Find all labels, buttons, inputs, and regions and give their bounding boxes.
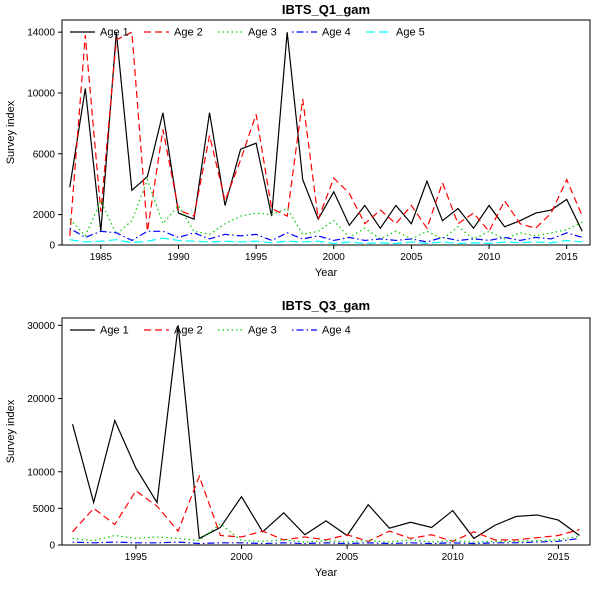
plot-border [61, 19, 591, 246]
x-tick-label: 1995 [125, 552, 148, 563]
y-tick-label: 20000 [27, 394, 55, 405]
legend-label-age-4: Age 4 [322, 325, 351, 337]
legend-label-age-5: Age 5 [396, 27, 425, 39]
chart-title-q3: IBTS_Q3_gam [281, 298, 371, 313]
y-axis-label: Survey index [5, 399, 17, 463]
series-age-3 [72, 522, 580, 543]
x-axis-label: Year [315, 567, 338, 579]
legend-label-age-3: Age 3 [248, 325, 277, 337]
series-age-5 [69, 237, 583, 245]
legend-label-age-2: Age 2 [174, 27, 203, 39]
x-tick-label: 2000 [230, 552, 253, 563]
series-age-1 [71, 325, 580, 540]
x-tick-label: 2000 [323, 252, 346, 263]
series-age-2 [69, 31, 583, 236]
y-tick-label: 2000 [33, 210, 56, 221]
x-tick-label: 1995 [245, 252, 268, 263]
chart-ibts-q1: IBTS_Q1_gam 1985 1990 1995 2000 2005 2010 2015… [0, 0, 600, 292]
x-tick-label: 2015 [556, 252, 579, 263]
legend-label-age-3: Age 3 [248, 27, 277, 39]
x-tick-label: 1985 [90, 252, 113, 263]
legend-label-age-2: Age 2 [174, 325, 203, 337]
y-tick-label: 10000 [27, 88, 55, 99]
chart-ibts-q3: IBTS_Q3_gam 1995 2000 2005 2010 2015 0 5000 100… [0, 292, 600, 600]
y-tick-label: 14000 [27, 28, 55, 39]
series-age-4 [72, 537, 580, 545]
x-tick-label: 2005 [336, 552, 359, 563]
y-tick-label: 5000 [33, 504, 56, 515]
y-axis-label: Survey index [5, 100, 17, 164]
x-tick-label: 2010 [478, 252, 501, 263]
plot-svg-q3: 1995 2000 2005 2010 2015 0 5000 10000 20000 30000… [5, 317, 591, 579]
x-tick-label: 2010 [442, 552, 465, 563]
plot-svg-q1: 1985 1990 1995 2000 2005 2010 2015 0 2000 6000 100… [5, 19, 591, 279]
x-axis-label: Year [315, 267, 338, 279]
x-tick-label: 1990 [167, 252, 190, 263]
legend-label-age-1: Age 1 [100, 325, 129, 337]
y-tick-label: 0 [49, 241, 55, 252]
series-age-2 [72, 474, 580, 542]
chart-title-q1: IBTS_Q1_gam [281, 2, 371, 17]
x-tick-label: 2005 [400, 252, 423, 263]
series-age-3 [69, 177, 583, 240]
y-tick-label: 10000 [27, 467, 55, 478]
legend-label-age-4: Age 4 [322, 27, 351, 39]
series-age-4 [69, 227, 583, 243]
y-tick-label: 30000 [27, 321, 55, 332]
plot-border [61, 317, 591, 546]
x-tick-label: 2015 [547, 552, 570, 563]
y-tick-label: 0 [49, 541, 55, 552]
legend-label-age-1: Age 1 [100, 27, 129, 39]
y-tick-label: 6000 [33, 149, 56, 160]
